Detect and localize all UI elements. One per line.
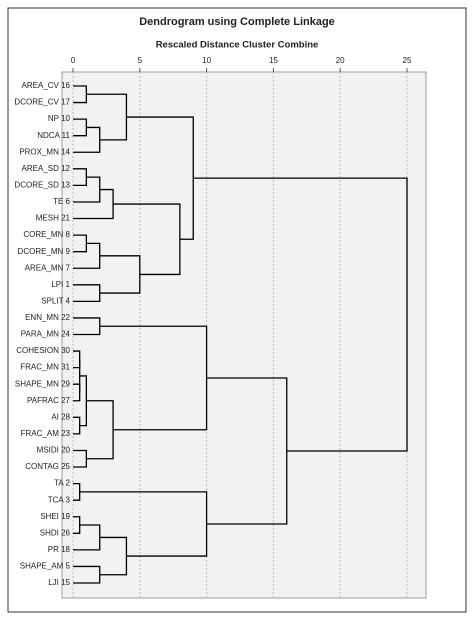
leaf-label: PAFRAC 27 bbox=[27, 396, 71, 405]
leaf-label: CONTAG 25 bbox=[25, 462, 70, 471]
leaf-label: FRAC_AM 23 bbox=[21, 429, 71, 438]
leaf-label: ENN_MN 22 bbox=[25, 313, 70, 322]
leaf-label: NP 10 bbox=[48, 114, 71, 123]
chart-title: Dendrogram using Complete Linkage bbox=[139, 16, 335, 28]
leaf-label: DCORE_CV 17 bbox=[14, 98, 70, 107]
x-tick-label: 25 bbox=[403, 56, 412, 65]
leaf-label: LJI 15 bbox=[48, 578, 70, 587]
leaf-label: TE 6 bbox=[53, 197, 70, 206]
leaf-label: DCORE_MN 9 bbox=[18, 247, 71, 256]
merge-link bbox=[73, 383, 81, 402]
leaf-label: AREA_SD 12 bbox=[22, 164, 71, 173]
chart-subtitle: Rescaled Distance Cluster Combine bbox=[156, 40, 319, 51]
leaf-label: DCORE_SD 13 bbox=[14, 181, 70, 190]
x-tick-label: 0 bbox=[71, 56, 76, 65]
leaf-label: TA 2 bbox=[54, 479, 70, 488]
leaf-label: AREA_CV 16 bbox=[22, 81, 71, 90]
leaf-label: MESH 21 bbox=[36, 214, 71, 223]
x-tick-label: 5 bbox=[138, 56, 143, 65]
leaf-label: AI 28 bbox=[51, 412, 70, 421]
leaf-label: AREA_MN 7 bbox=[25, 263, 71, 272]
leaf-label: LPI 1 bbox=[51, 280, 70, 289]
leaf-label: COHESION 30 bbox=[16, 346, 70, 355]
leaf-label: SHEI 19 bbox=[40, 512, 70, 521]
x-tick-label: 10 bbox=[202, 56, 211, 65]
leaf-label: SHAPE_MN 29 bbox=[15, 379, 71, 388]
leaf-label: FRAC_MN 31 bbox=[20, 363, 70, 372]
leaf-label: NDCA 11 bbox=[37, 131, 70, 140]
leaf-label: MSIDI 20 bbox=[37, 446, 71, 455]
leaf-label: TCA 3 bbox=[48, 495, 71, 504]
leaf-label: CORE_MN 8 bbox=[23, 230, 70, 239]
x-tick-label: 20 bbox=[336, 56, 345, 65]
leaf-label: SHDI 26 bbox=[40, 528, 71, 537]
merge-link bbox=[193, 177, 408, 452]
x-tick-label: 15 bbox=[269, 56, 278, 65]
plot-area bbox=[61, 71, 427, 599]
leaf-label: PARA_MN 24 bbox=[21, 330, 71, 339]
leaf-label: PROX_MN 14 bbox=[19, 147, 70, 156]
leaf-label: SPLIT 4 bbox=[41, 296, 70, 305]
leaf-label: SHAPE_AM 5 bbox=[20, 562, 71, 571]
leaf-label: PR 18 bbox=[48, 545, 71, 554]
